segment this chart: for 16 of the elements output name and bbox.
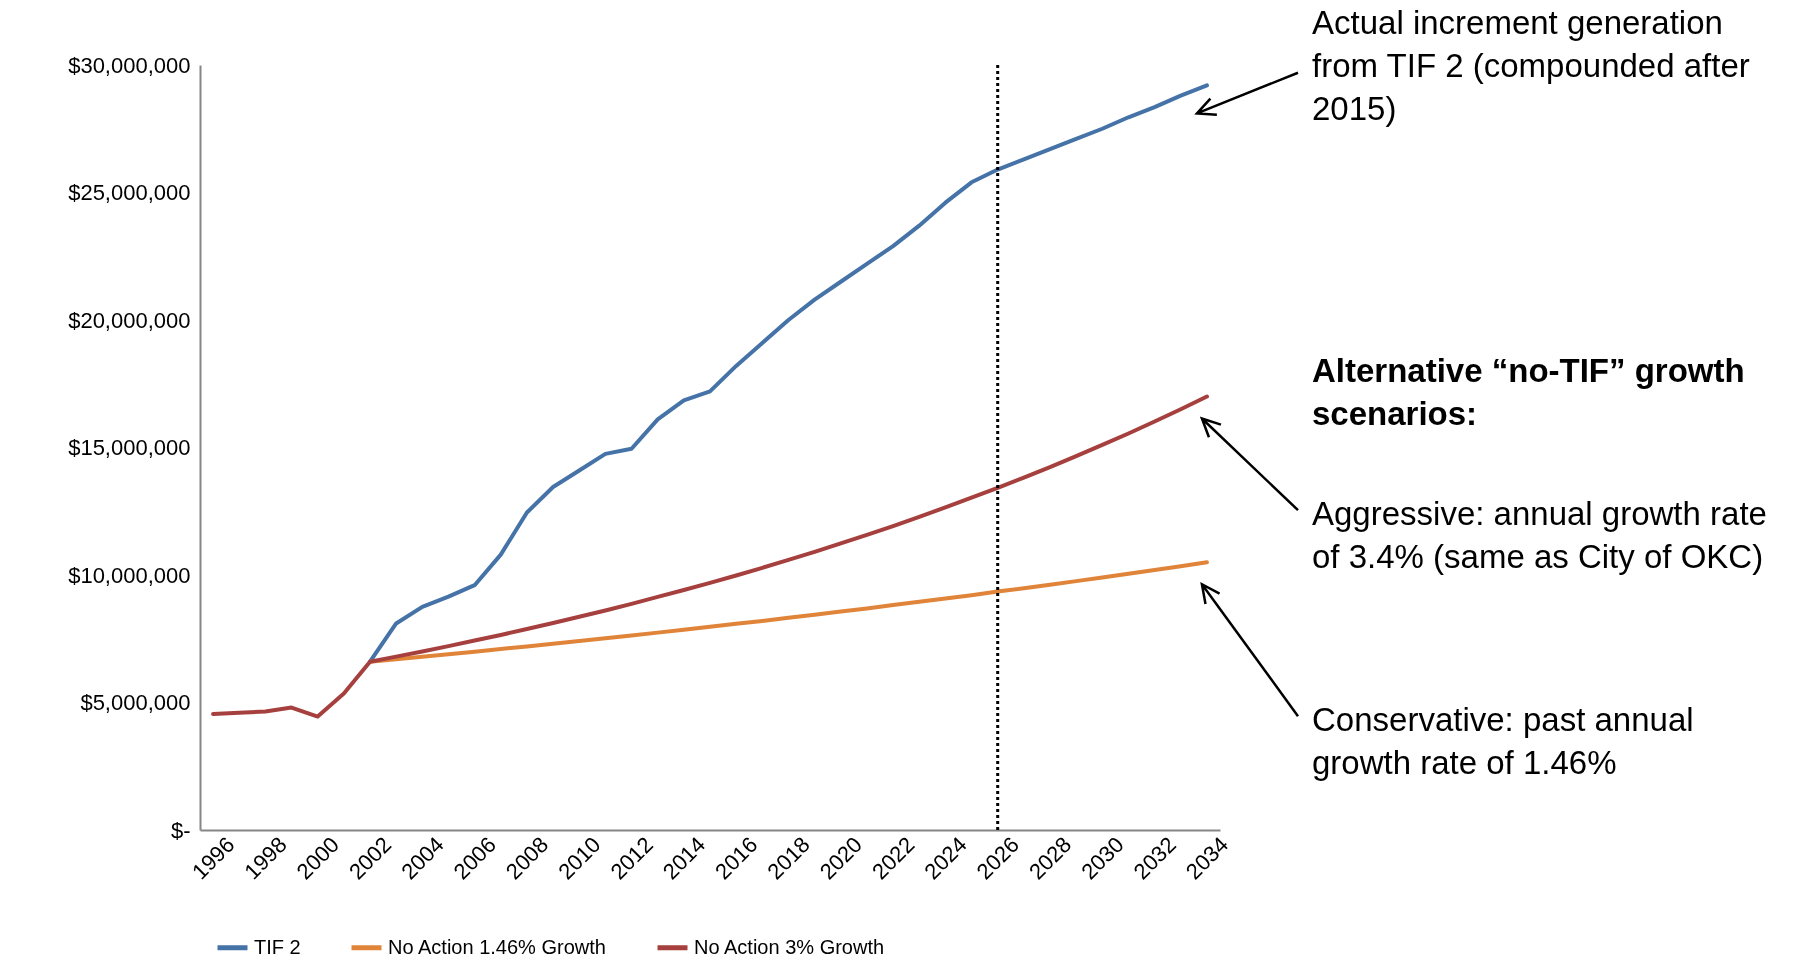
text: Actual increment generation from TIF 2 (compounded after 2015) (1312, 3, 1751, 129)
text: Conservative: past annual growth rate of 1.46% (1312, 700, 1695, 783)
y-tick-label: $30,000,000 (68, 52, 191, 78)
text: Alternative “no-TIF” growth scenarios: (1312, 351, 1746, 434)
line-series (368, 560, 1209, 664)
y-tick-label: $10,000,000 (68, 562, 191, 588)
legend-label: No Action 1.46% Growth (388, 935, 606, 958)
y-tick-label: $25,000,000 (68, 180, 191, 205)
y-tick-label: $5,000,000 (80, 690, 191, 715)
legend-label: No Action 3% Growth (694, 935, 885, 958)
line-series (211, 394, 1209, 719)
y-tick-label: $- (170, 817, 191, 843)
y-tick-label: $20,000,000 (68, 307, 191, 333)
y-tick-label: $15,000,000 (68, 435, 191, 460)
legend-label: TIF 2 (254, 935, 301, 958)
text: Aggressive: annual growth rate of 3.4% (same as City of OKC) (1312, 494, 1768, 577)
